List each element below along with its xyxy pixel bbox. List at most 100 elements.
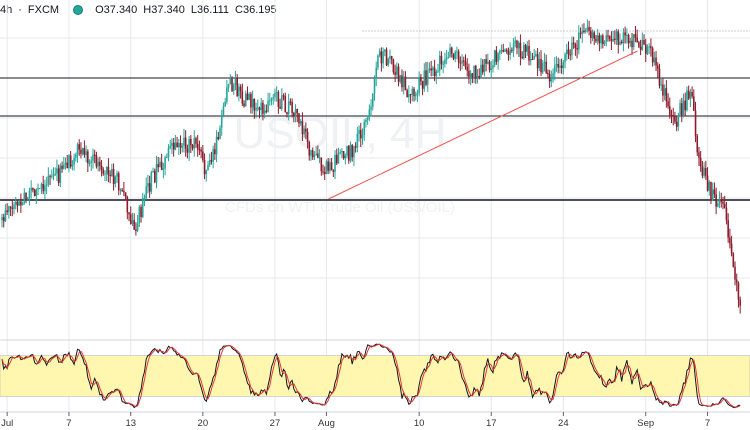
- candle-body: [251, 99, 254, 108]
- candle-body: [286, 112, 288, 114]
- candle-body: [672, 115, 675, 117]
- candle-body: [141, 198, 144, 217]
- candle-body: [263, 110, 266, 114]
- candle-body: [516, 40, 518, 49]
- candle-body: [722, 201, 724, 204]
- candle-body: [88, 162, 91, 164]
- candle-body: [226, 87, 228, 102]
- candle-body: [136, 223, 139, 231]
- candle-body: [576, 48, 578, 50]
- candle-body: [200, 149, 202, 152]
- candle-body: [572, 42, 575, 45]
- candle-body: [116, 173, 118, 177]
- candle-body: [660, 84, 662, 86]
- candle-body: [481, 64, 484, 73]
- candle-body: [631, 40, 633, 48]
- candle-body: [370, 106, 372, 110]
- candle-body: [523, 45, 525, 59]
- candle-body: [735, 279, 738, 283]
- candle-body: [8, 206, 10, 212]
- x-tick-label: Sep: [637, 418, 654, 429]
- candle-body: [329, 162, 331, 171]
- candle-body: [318, 157, 321, 159]
- candle-body: [411, 88, 414, 95]
- market-status-icon[interactable]: [73, 5, 84, 15]
- candle-body: [457, 51, 460, 63]
- candle-body: [30, 187, 32, 191]
- candle-body: [212, 149, 214, 162]
- candle-body: [452, 53, 455, 59]
- candle-body: [56, 168, 58, 174]
- candle-body: [59, 165, 62, 183]
- candle-body: [303, 128, 305, 135]
- candle-body: [705, 168, 707, 176]
- candle-body: [335, 155, 338, 164]
- candle-body: [681, 103, 683, 117]
- candle-body: [220, 116, 223, 128]
- candle-body: [656, 65, 659, 69]
- candle-body: [119, 189, 122, 191]
- candle-body: [476, 76, 479, 79]
- candle-body: [541, 63, 544, 73]
- candle-body: [272, 97, 275, 99]
- candle-body: [644, 44, 647, 54]
- candle-body: [533, 56, 535, 60]
- candle-body: [33, 189, 36, 196]
- candle-body: [593, 32, 596, 39]
- candle-body: [104, 173, 106, 175]
- candle-body: [236, 78, 238, 97]
- candle-body: [514, 40, 517, 44]
- candle-body: [408, 94, 410, 98]
- candle-body: [504, 49, 506, 52]
- candle-body: [377, 55, 379, 68]
- candle-body: [191, 145, 194, 149]
- close-value: C36.195: [235, 4, 277, 16]
- candle-body: [409, 94, 412, 96]
- candle-body: [674, 116, 676, 122]
- candle-body: [493, 50, 496, 66]
- candle-body: [670, 114, 673, 116]
- candle-body: [701, 166, 704, 176]
- interval-label[interactable]: 4h: [0, 4, 13, 16]
- candle-body: [157, 164, 160, 168]
- candle-body: [488, 61, 491, 70]
- candle-body: [28, 190, 31, 198]
- candle-body: [298, 113, 300, 124]
- candle-body: [9, 206, 12, 208]
- candle-body: [83, 148, 86, 155]
- candle-body: [437, 70, 439, 72]
- candle-body: [100, 165, 103, 170]
- candle-body: [396, 66, 398, 75]
- candle-body: [71, 164, 74, 167]
- candle-body: [121, 189, 123, 191]
- candle-body: [176, 142, 178, 147]
- candle-body: [497, 53, 499, 62]
- candle-body: [80, 149, 82, 154]
- candle-body: [507, 51, 510, 55]
- candle-body: [713, 189, 716, 195]
- candle-body: [461, 60, 463, 64]
- candle-body: [694, 110, 697, 136]
- candle-body: [73, 157, 75, 165]
- candle-body: [255, 107, 257, 111]
- candle-body: [490, 68, 493, 70]
- candle-body: [425, 70, 427, 85]
- candle-body: [66, 162, 69, 169]
- candle-body: [730, 243, 733, 254]
- candle-body: [128, 212, 130, 215]
- candle-body: [478, 76, 481, 78]
- candle-body: [308, 142, 311, 156]
- candle-body: [567, 49, 570, 55]
- candle-body: [20, 201, 22, 206]
- candle-body: [475, 65, 477, 79]
- source-label: FXCM: [27, 4, 60, 16]
- candle-body: [68, 155, 70, 169]
- candle-body: [61, 165, 63, 169]
- candle-body: [78, 144, 81, 150]
- candle-body: [739, 299, 741, 306]
- candle-body: [517, 42, 520, 49]
- candle-body: [337, 153, 340, 164]
- candle-body: [14, 201, 17, 205]
- candle-body: [270, 98, 273, 101]
